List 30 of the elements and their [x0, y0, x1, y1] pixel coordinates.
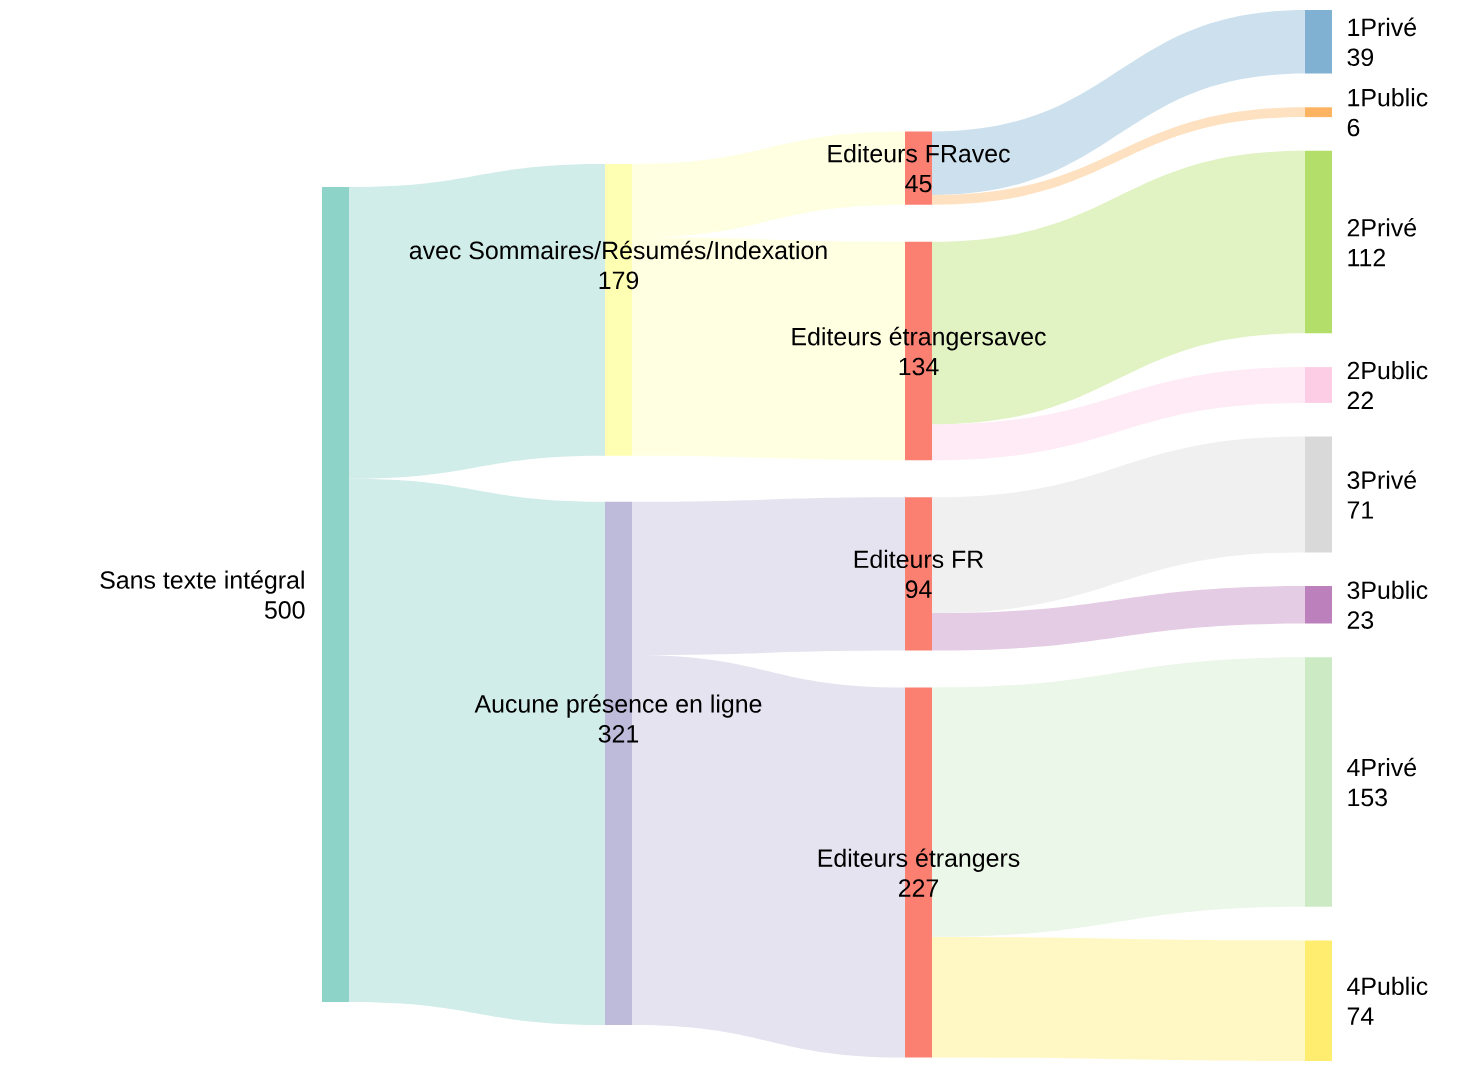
data-label: 321: [598, 725, 639, 743]
category-label: Editeurs étrangersavec: [792, 326, 1046, 351]
data-label: 227: [898, 879, 939, 897]
data-label: 39: [1347, 48, 1374, 67]
category-label: Editeurs FRavec: [828, 144, 1010, 163]
category-label: Editeurs FR: [854, 549, 984, 569]
category-label: 2Privé: [1347, 217, 1417, 237]
category-label: Sans texte intégral: [100, 570, 304, 594]
category-label: 3Privé: [1347, 470, 1417, 489]
data-label: 74: [1347, 1007, 1374, 1025]
category-label: 1Privé: [1348, 17, 1417, 37]
data-label: 94: [905, 580, 932, 598]
data-label: 23: [1347, 611, 1374, 629]
data-label: 22: [1347, 391, 1373, 409]
category-label: 1Public: [1348, 88, 1428, 107]
category-label: Editeurs étrangers: [818, 848, 1020, 872]
data-label: 6: [1347, 118, 1360, 137]
data-label: 153: [1348, 788, 1387, 807]
category-label: 3Public: [1347, 580, 1428, 600]
data-label: 179: [599, 271, 639, 290]
data-label: 71: [1347, 501, 1374, 519]
data-label: 45: [905, 174, 932, 193]
data-label: 112: [1348, 248, 1385, 267]
category-label: avec Sommaires/Résumés/Indexation: [409, 240, 827, 260]
category-label: 4Public: [1347, 976, 1428, 996]
category-label: Aucune présence en ligne: [474, 694, 762, 718]
category-label: 2Public: [1347, 361, 1428, 380]
data-label: 134: [899, 357, 939, 376]
category-label: 4Privé: [1347, 757, 1417, 777]
data-label: 500: [264, 601, 305, 619]
